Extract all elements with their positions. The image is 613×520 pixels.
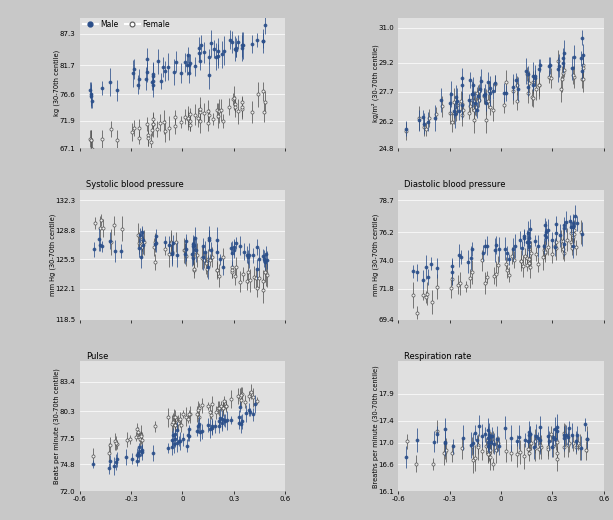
Text: Systolic blood pressure: Systolic blood pressure bbox=[86, 180, 184, 189]
Y-axis label: mm Hg (30-70th centile): mm Hg (30-70th centile) bbox=[372, 214, 379, 296]
Y-axis label: kg (30-70th centile): kg (30-70th centile) bbox=[54, 50, 60, 116]
Y-axis label: Beats per minute (30-70th centile): Beats per minute (30-70th centile) bbox=[54, 369, 60, 484]
Text: Pulse: Pulse bbox=[86, 352, 109, 361]
Legend: Male, Female: Male, Female bbox=[80, 17, 173, 32]
Text: Diastolic blood pressure: Diastolic blood pressure bbox=[405, 180, 506, 189]
Text: Respiration rate: Respiration rate bbox=[405, 352, 472, 361]
Y-axis label: kg/m² (30-70th centile): kg/m² (30-70th centile) bbox=[372, 44, 379, 122]
Y-axis label: Breaths per minute (30-70th centile): Breaths per minute (30-70th centile) bbox=[372, 365, 379, 488]
Y-axis label: mm Hg (30-70th centile): mm Hg (30-70th centile) bbox=[50, 214, 56, 296]
